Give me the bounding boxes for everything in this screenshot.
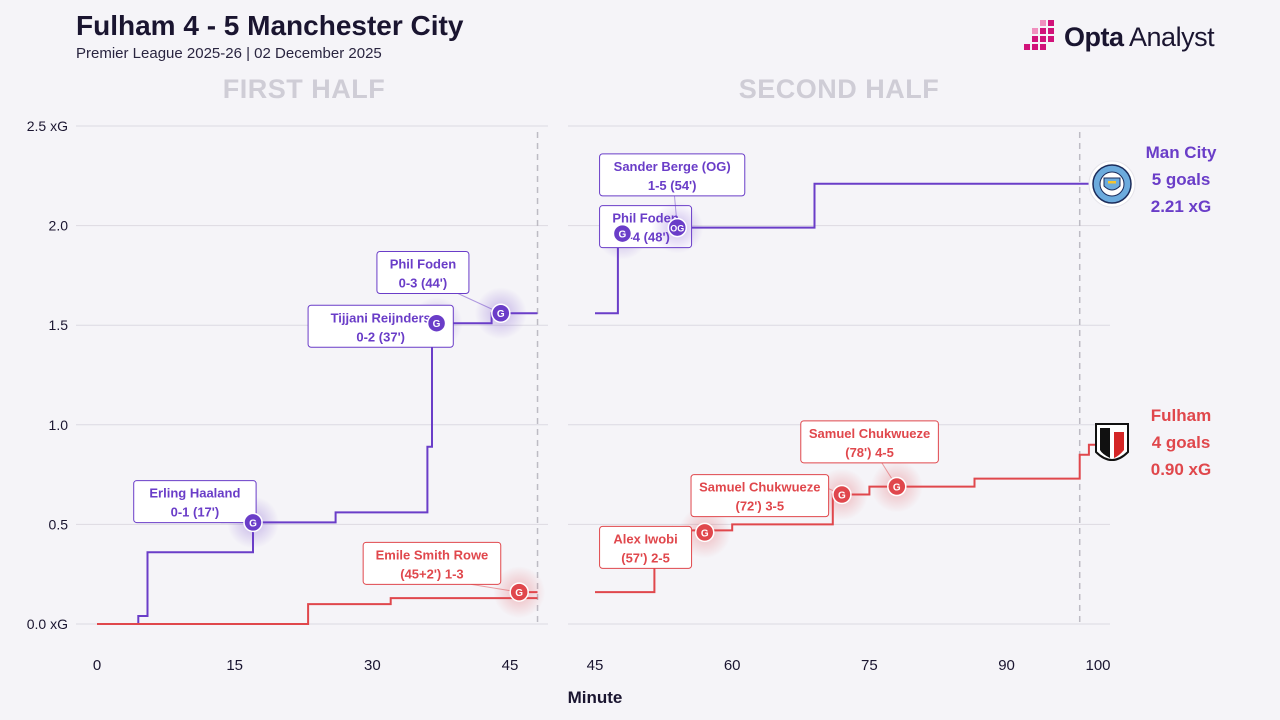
goal-marker-letter: G: [619, 230, 627, 241]
goal-label-text: 0-1 (17'): [171, 505, 220, 520]
x-tick-label: 100: [1085, 657, 1110, 674]
brand-name: Opta Analyst: [1064, 21, 1215, 52]
goal-label-box: [599, 525, 693, 569]
goal-label-text: Samuel Chukwueze: [809, 426, 930, 441]
goal-marker-letter: G: [433, 319, 441, 330]
half-title-2: SECOND HALF: [739, 74, 940, 104]
goal-annotation: Phil Foden 0-3 (44') G: [376, 250, 527, 340]
goal-annotation: Sander Berge (OG) 1-5 (54') OG: [599, 153, 746, 254]
x-tick-label: 75: [861, 657, 878, 674]
goal-label-box: [376, 250, 470, 294]
x-tick-label: 0: [93, 657, 101, 674]
goal-label-text: 0-2 (37'): [356, 329, 405, 344]
goal-label-text: Samuel Chukwueze: [699, 480, 820, 495]
y-tick-label: 0.0 xG: [27, 616, 68, 632]
goal-label-text: Emile Smith Rowe: [376, 547, 489, 562]
chart-subtitle: Premier League 2025-26 | 02 December 202…: [76, 45, 382, 62]
goal-label-text: Erling Haaland: [149, 486, 240, 501]
goal-marker: [426, 313, 447, 333]
goal-label-text: 0-3 (44'): [399, 275, 448, 290]
x-tick-label: 90: [998, 657, 1015, 674]
goal-label-text: (78') 4-5: [845, 445, 894, 460]
goal-marker: [491, 303, 511, 323]
x-tick-label: 45: [587, 657, 604, 674]
fulham-summary-label: 0.90 xG: [1151, 460, 1212, 479]
x-tick-label: 15: [226, 657, 243, 674]
goal-label-text: Sander Berge (OG): [614, 159, 731, 174]
y-tick-label: 0.5: [49, 516, 69, 532]
goal-label-text: (72') 3-5: [736, 499, 785, 514]
goal-marker-letter: G: [838, 491, 846, 502]
fulham-crest-icon: [1095, 423, 1129, 461]
man-city-crest-icon: [1088, 160, 1136, 208]
goal-label-box: [362, 541, 502, 585]
x-tick-label: 60: [724, 657, 741, 674]
goal-annotation: Samuel Chukwueze (78') 4-5 G: [800, 420, 939, 513]
goal-annotation: Erling Haaland 0-1 (17') G: [133, 480, 280, 549]
goal-marker: [832, 484, 852, 505]
goal-label-box: [599, 153, 746, 197]
goal-marker: [694, 522, 715, 543]
fulham-summary-label: 4 goals: [1152, 433, 1211, 452]
chart-title: Fulham 4 - 5 Manchester City: [76, 10, 464, 41]
goal-label-box: [690, 474, 830, 518]
goal-marker: [612, 223, 633, 244]
goal-label-text: Phil Foden: [390, 256, 457, 271]
goal-annotation: Samuel Chukwueze (72') 3-5 G: [690, 468, 868, 521]
goal-marker-letter: G: [497, 309, 505, 320]
y-tick-label: 2.0: [49, 218, 69, 234]
goal-label-text: (57') 2-5: [621, 550, 670, 565]
fulham-summary-label: Fulham: [1151, 406, 1211, 425]
goal-marker-letter: OG: [670, 224, 684, 234]
goal-label-box: [133, 480, 257, 524]
x-tick-label: 45: [502, 657, 519, 674]
goal-marker: [667, 217, 688, 238]
goal-label-text: Tijjani Reijnders: [331, 310, 431, 325]
man_city-summary-label: 2.21 xG: [1151, 197, 1212, 216]
x-axis-label: Minute: [568, 688, 623, 707]
goal-marker-letter: G: [249, 518, 257, 529]
goal-label-box: [307, 304, 454, 348]
goal-annotation: Alex Iwobi (57') 2-5 G: [599, 506, 731, 569]
opta-logo-icon: [1024, 20, 1054, 50]
goal-label-box: [800, 420, 939, 464]
goal-annotation: Emile Smith Rowe (45+2') 1-3 G: [362, 541, 546, 619]
fulham-xg-line: [97, 597, 538, 625]
goal-marker-letter: G: [515, 588, 523, 599]
man_city-summary-label: 5 goals: [1152, 170, 1211, 189]
goal-marker-letter: G: [701, 528, 709, 539]
goal-marker-letter: G: [893, 483, 901, 494]
man_city-summary-label: Man City: [1146, 143, 1217, 162]
goal-marker: [243, 512, 263, 533]
y-tick-label: 1.0: [49, 417, 69, 433]
goal-label-text: 1-5 (54'): [648, 178, 697, 193]
goal-marker: [887, 476, 907, 497]
y-tick-label: 2.5 xG: [27, 118, 68, 134]
goal-label-text: (45+2') 1-3: [400, 566, 463, 581]
goal-marker: [509, 582, 529, 602]
y-tick-label: 1.5: [49, 317, 69, 333]
goal-label-text: Alex Iwobi: [613, 531, 677, 546]
goal-annotation: Tijjani Reijnders 0-2 (37') G: [307, 297, 463, 350]
x-tick-label: 30: [364, 657, 381, 674]
opta-analyst-logo: Opta Analyst: [1024, 20, 1215, 54]
half-title-1: FIRST HALF: [223, 74, 385, 104]
